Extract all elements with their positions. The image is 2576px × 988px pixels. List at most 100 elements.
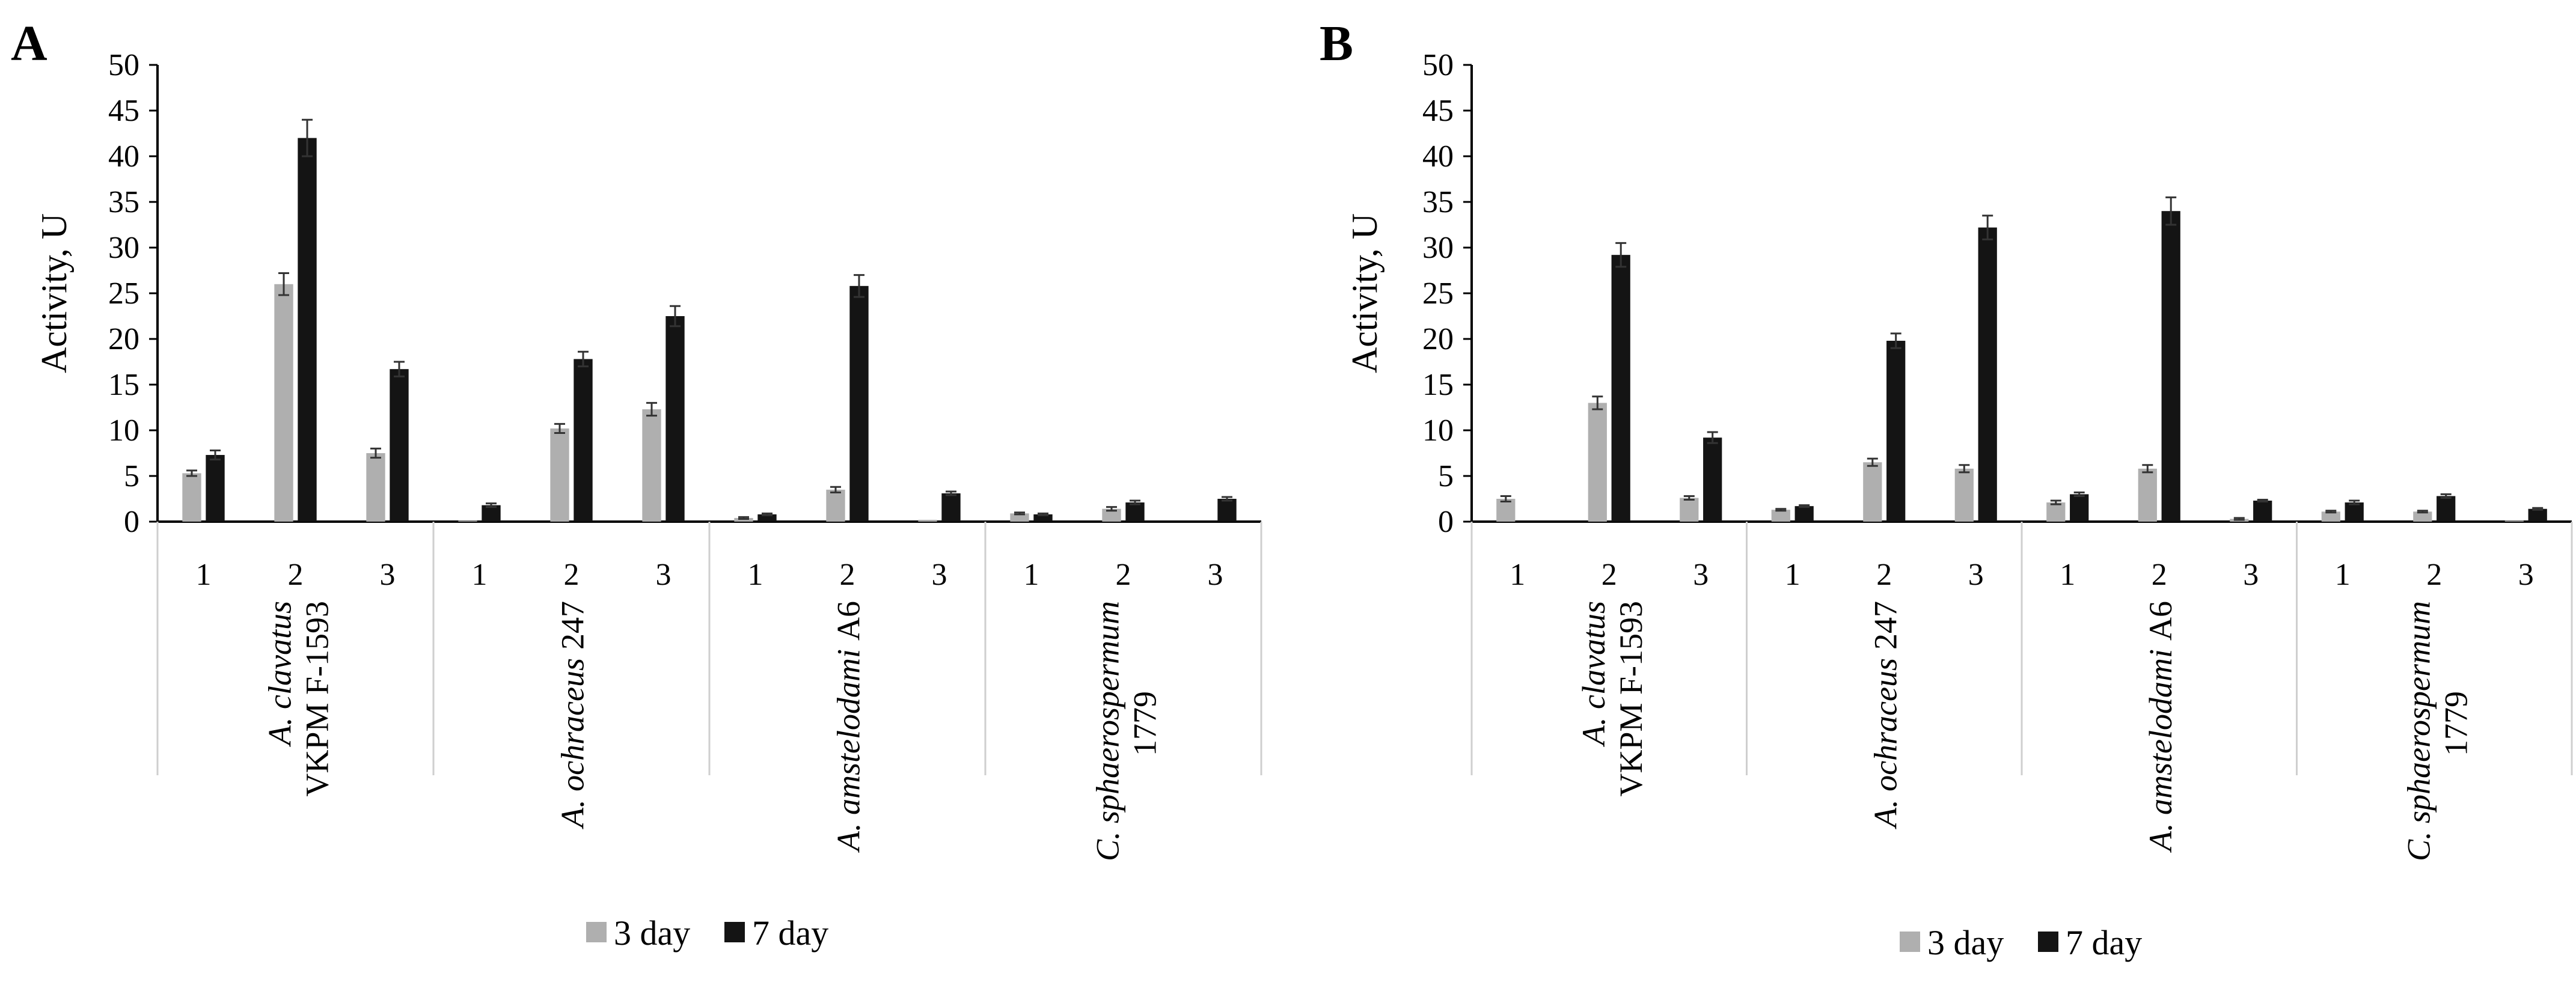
x-category-label: 2 [2426,558,2442,592]
bar-day7 [2528,508,2547,522]
group-label: A. clavatusVKPM F-1593 [1576,601,1649,797]
y-tick-label: 20 [108,322,139,356]
bar-day7 [1125,502,1145,522]
y-tick-label: 15 [1422,368,1454,402]
bar-day7 [757,514,777,522]
x-category-label: 2 [840,558,855,592]
legend-label-day7: 7 day [752,913,828,953]
group-label-strain: A6 [2143,601,2179,641]
bar-day3 [1863,462,1882,522]
x-category-label: 3 [1968,558,1984,592]
x-category-label: 1 [748,558,763,592]
y-tick-label: 30 [1422,231,1454,265]
y-axis-title: Activity, U [1345,213,1384,373]
bar-day7 [1703,438,1722,522]
group-label-strain: A6 [831,601,867,641]
bar-day3 [642,409,661,522]
bar-day3 [182,473,201,522]
bar-day7 [206,455,225,522]
bar-day7 [849,285,869,522]
x-category-label: 1 [196,558,212,592]
x-category-label: 2 [1876,558,1892,592]
group-label-strain: VKPM F-1593 [299,601,335,797]
y-tick-label: 0 [124,505,139,539]
chart-panel-a: A 0 5 10 15 20 25 30 35 40 45 50 Activity, U 1 2 3 A. cl… [11,16,1262,953]
group-label-strain: 247 [1867,601,1903,650]
bar-day3 [2413,511,2432,522]
x-category-label: 1 [1024,558,1039,592]
x-category-label: 3 [2243,558,2259,592]
bar-day3 [1680,498,1699,522]
bar-day3 [1496,499,1516,522]
bar-day3 [1588,403,1607,522]
y-tick-label: 35 [108,185,139,219]
bar-day3 [1954,468,1974,522]
x-category-label: 2 [1116,558,1131,592]
group-label-strain: 247 [555,601,591,650]
y-tick-label: 25 [108,276,139,311]
legend: 3 day 7 day [1900,923,2142,962]
legend-label-day3: 3 day [614,913,690,953]
legend-swatch-day3 [586,922,607,942]
group-label-strain: 1779 [1127,691,1163,756]
x-category-label: 1 [1510,558,1525,592]
y-tick-label: 5 [124,459,139,493]
y-tick-label: 30 [108,231,139,265]
bar-day7 [1794,506,1814,522]
legend-label-day7: 7 day [2066,923,2142,962]
bar-day7 [941,493,961,522]
y-tick-label: 25 [1422,276,1454,311]
bar-day3 [2504,520,2524,522]
x-category-label: 2 [2152,558,2167,592]
bar-day3 [1102,508,1121,522]
group-label: A. ochraceus 247 [1867,601,1903,829]
bar-day3 [2138,468,2157,522]
bar-day7 [390,369,409,522]
bar-day7 [665,316,685,522]
y-tick-label: 35 [1422,185,1454,219]
bar-day7 [2161,211,2180,522]
y-tick-label: 45 [1422,94,1454,128]
group-label-italic: A. amstelodami [831,649,867,853]
group-label-italic: C. sphaerospermum [1090,601,1126,861]
panel-letter: B [1320,16,1353,72]
legend: 3 day 7 day [586,913,828,953]
bar-day7 [1217,499,1237,522]
group-label-italic: A. ochraceus [555,658,591,829]
y-tick-label: 20 [1422,322,1454,356]
y-tick-label: 5 [1438,459,1454,493]
y-tick-label: 50 [1422,48,1454,82]
x-category-label: 3 [1693,558,1709,592]
bar-day3 [2046,502,2066,522]
bar-day7 [2253,501,2272,522]
bar-day3 [458,520,477,522]
group-label: A. clavatusVKPM F-1593 [262,601,335,797]
legend-swatch-day3 [1900,932,1920,952]
group-label: C. sphaerospermum1779 [2400,601,2474,861]
group-label-italic: A. clavatus [1576,601,1612,747]
panel-letter: A [11,16,47,72]
legend-label-day3: 3 day [1927,923,2004,962]
x-category-label: 1 [2335,558,2351,592]
x-category-label: 2 [288,558,304,592]
x-category-label: 1 [1785,558,1800,592]
bar-day3 [550,428,569,522]
y-tick-label: 10 [1422,413,1454,448]
legend-swatch-day7 [724,922,745,942]
bar-day3 [918,519,937,522]
bar-day7 [298,138,317,522]
group-label-strain: 1779 [2438,691,2474,756]
bar-day7 [2437,496,2456,522]
group-label-italic: A. clavatus [262,601,298,747]
bar-day3 [734,517,753,522]
y-axis-title: Activity, U [34,213,74,373]
x-category-label: 1 [2060,558,2075,592]
bar-day3 [1771,510,1790,522]
bar-day7 [2070,494,2089,522]
x-category-label: 1 [472,558,488,592]
bar-day7 [1978,227,1997,522]
group-label: A. amstelodami A6 [831,601,867,853]
bar-day7 [2345,502,2364,522]
y-tick-label: 50 [108,48,139,82]
